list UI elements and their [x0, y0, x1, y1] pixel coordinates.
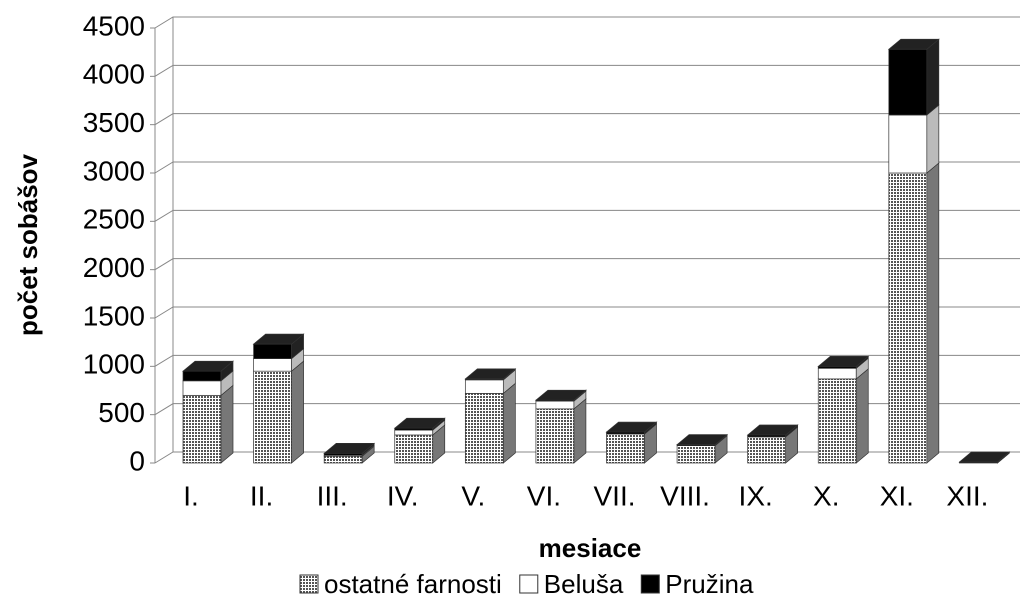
bar-segment: [394, 434, 434, 464]
grid-line: [154, 258, 1020, 271]
bar-segment: [535, 408, 575, 464]
bar-segment: [606, 433, 645, 464]
bar-top: [958, 451, 1011, 463]
bar-segment: [817, 378, 857, 464]
y-tick-label: 500: [98, 397, 145, 428]
grid-line: [154, 451, 1020, 464]
bar-segment: [182, 380, 222, 396]
bar-top: [887, 38, 940, 50]
x-tick-label: X.: [813, 480, 839, 511]
bar-segment: [182, 370, 222, 382]
bar-top: [252, 333, 305, 345]
bar-segment: [253, 370, 292, 464]
bar-segment: [253, 358, 292, 372]
bar-side: [926, 38, 940, 116]
y-tick-label: 1500: [83, 300, 145, 331]
x-tick-label: VI.: [527, 480, 561, 511]
bar-top: [393, 417, 446, 429]
bar-segment: [747, 436, 787, 464]
bar-top: [746, 424, 799, 436]
bar-segment: [323, 455, 363, 464]
bar-segment: [464, 379, 504, 394]
grid-line: [154, 306, 1020, 319]
bar-side: [926, 162, 940, 464]
bar-top: [464, 368, 517, 380]
x-tick-label: VII.: [593, 480, 635, 511]
legend-swatch: [299, 574, 319, 594]
grid-line: [154, 64, 1020, 77]
bar-segment: [394, 429, 434, 436]
bar-top: [182, 360, 234, 372]
x-tick-label: IV.: [387, 480, 419, 511]
y-tick-label: 3500: [83, 107, 145, 138]
x-tick-label: V.: [461, 480, 485, 511]
bar-segment: [182, 394, 222, 464]
bar-side: [502, 382, 516, 464]
x-tick-label: VIII.: [660, 480, 710, 511]
y-tick-label: 4000: [83, 59, 145, 90]
y-tick-label: 2500: [83, 204, 145, 235]
x-axis-title: mesiace: [539, 533, 642, 563]
bar-side: [573, 398, 587, 464]
bar-side: [926, 104, 940, 174]
x-tick-label: II.: [250, 480, 273, 511]
legend-label: Beluša: [544, 569, 624, 599]
legend-swatch: [640, 574, 660, 594]
bar-side: [220, 384, 234, 464]
bar-top: [605, 421, 658, 433]
grid-line: [154, 354, 1020, 367]
grid-line: [154, 16, 1020, 29]
bar-top: [676, 434, 729, 445]
bar-side: [855, 368, 869, 464]
y-tick-label: 4500: [83, 10, 145, 41]
bar-segment: [888, 114, 928, 174]
y-axis-title: počet sobášov: [13, 153, 43, 336]
y-tick-label: 2000: [83, 252, 145, 283]
bar-top: [323, 442, 376, 454]
x-tick-label: XI.: [880, 480, 914, 511]
legend-label: ostatné farnosti: [324, 569, 502, 599]
bar-segment: [888, 172, 928, 464]
bar-top: [817, 355, 870, 367]
grid-line: [154, 403, 1020, 416]
x-tick-label: I.: [183, 480, 199, 511]
grid-line: [154, 209, 1020, 222]
bar-segment: [253, 343, 292, 359]
bar-segment: [676, 445, 716, 464]
bar-side: [291, 360, 304, 464]
bar-segment: [817, 367, 857, 380]
grid-line: [154, 113, 1020, 126]
x-tick-label: IX.: [739, 480, 773, 511]
y-tick-label: 1000: [83, 349, 145, 380]
y-tick-label: 0: [129, 445, 145, 476]
bar-top: [534, 389, 587, 401]
bar-segment: [464, 393, 504, 464]
bar-segment: [535, 400, 575, 410]
y-tick-label: 3000: [83, 155, 145, 186]
grid-line: [154, 161, 1020, 174]
legend-swatch: [519, 574, 539, 594]
x-tick-label: III.: [317, 480, 348, 511]
legend-label: Pružina: [665, 569, 754, 599]
x-tick-label: XII.: [946, 480, 988, 511]
bar-segment: [888, 48, 928, 116]
